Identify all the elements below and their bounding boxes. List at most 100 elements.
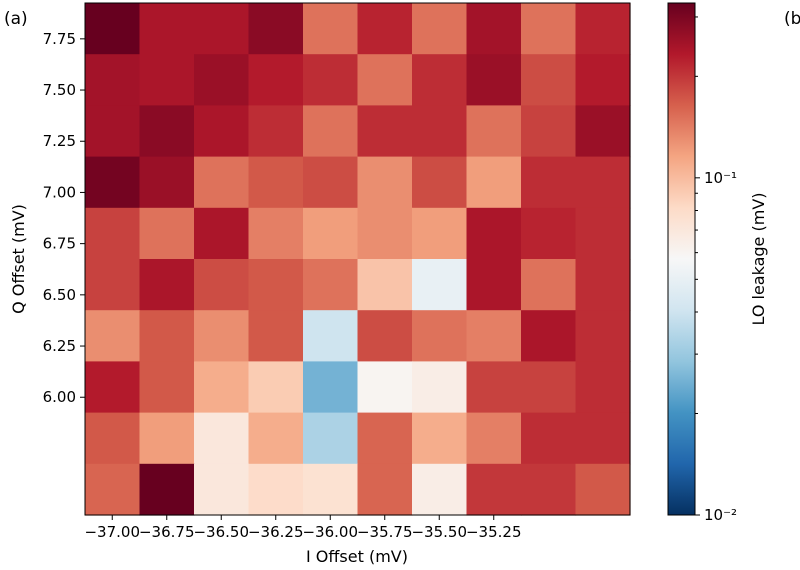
heatmap-cell: [357, 310, 413, 362]
x-tick-label: −35.25: [466, 523, 522, 541]
heatmap-cell: [412, 3, 468, 55]
heatmap-cell: [194, 259, 250, 311]
plot-frame: [84, 2, 631, 516]
heatmap-cell: [303, 156, 359, 209]
heatmap-cell: [194, 105, 250, 158]
heatmap-cell: [303, 361, 359, 414]
colorbar-tick-label: 10⁻¹: [704, 169, 737, 187]
heatmap-cell: [575, 105, 631, 158]
y-tick-label: 7.25: [43, 132, 76, 150]
heatmap-cell: [194, 156, 250, 209]
heatmap-cell: [575, 412, 631, 465]
x-axis-label: I Offset (mV): [306, 547, 408, 566]
heatmap-cell: [194, 463, 250, 516]
panel-label-b: (b: [784, 9, 800, 29]
heatmap-cell: [194, 412, 250, 465]
heatmap-cell: [139, 156, 195, 209]
heatmap-cell: [412, 463, 468, 516]
colorbar: [667, 2, 696, 516]
heatmap-cell: [139, 105, 195, 158]
heatmap-cell: [575, 361, 631, 414]
heatmap-cell: [357, 54, 413, 106]
heatmap-cell: [194, 3, 250, 55]
heatmap-cell: [575, 3, 631, 55]
heatmap-cell: [357, 412, 413, 465]
heatmap-cell: [357, 207, 413, 260]
heatmap-cell: [412, 105, 468, 158]
y-axis-label: Q Offset (mV): [9, 204, 28, 314]
heatmap-cell: [575, 156, 631, 209]
colorbar-label: LO leakage (mV): [749, 192, 768, 325]
heatmap-cell: [303, 259, 359, 311]
heatmap-cell: [139, 3, 195, 55]
heatmap-cell: [139, 361, 195, 414]
y-tick-label: 7.00: [43, 183, 76, 201]
x-tick-label: −35.50: [411, 523, 467, 541]
heatmap-cell: [85, 259, 141, 311]
heatmap-cell: [85, 361, 141, 414]
heatmap-cell: [85, 207, 141, 260]
heatmap-cell: [412, 259, 468, 311]
heatmap-cell: [521, 156, 577, 209]
heatmap-cell: [466, 207, 522, 260]
y-tick-label: 7.75: [43, 30, 76, 48]
heatmap-cell: [521, 259, 577, 311]
heatmap-cell: [466, 259, 522, 311]
heatmap-cell: [466, 463, 522, 516]
heatmap-cell: [303, 463, 359, 516]
heatmap-cell: [521, 3, 577, 55]
heatmap-cell: [85, 463, 141, 516]
heatmap-cell: [85, 310, 141, 362]
heatmap-cell: [412, 207, 468, 260]
heatmap-cell: [303, 54, 359, 106]
heatmap-cell: [85, 412, 141, 465]
heatmap-cell: [85, 54, 141, 106]
colorbar-tick-label: 10⁻²: [704, 506, 737, 524]
heatmap-cell: [575, 463, 631, 516]
y-tick-label: 6.50: [43, 286, 76, 304]
heatmap-cell: [248, 3, 304, 55]
heatmap-cell: [248, 310, 304, 362]
heatmap-cell: [412, 412, 468, 465]
heatmap-cell: [521, 361, 577, 414]
heatmap-cell: [412, 361, 468, 414]
heatmap-cell: [248, 412, 304, 465]
heatmap-cell: [357, 463, 413, 516]
heatmap-cell: [248, 259, 304, 311]
heatmap-cell: [194, 310, 250, 362]
x-tick-label: −36.25: [248, 523, 304, 541]
heatmap-cell: [466, 3, 522, 55]
heatmap-cell: [139, 310, 195, 362]
heatmap-cell: [303, 310, 359, 362]
heatmap-cell: [139, 463, 195, 516]
heatmap-cell: [521, 412, 577, 465]
heatmap-cell: [521, 463, 577, 516]
heatmap-cell: [248, 54, 304, 106]
heatmap-cell: [248, 207, 304, 260]
heatmap-cell: [139, 259, 195, 311]
heatmap-cell: [466, 54, 522, 106]
heatmap-cell: [412, 310, 468, 362]
colorbar-ticks: 10⁻¹ 10⁻²: [695, 16, 737, 524]
x-tick-label: −35.75: [357, 523, 413, 541]
heatmap-cell: [466, 412, 522, 465]
heatmap-cell: [575, 259, 631, 311]
heatmap-cell: [248, 156, 304, 209]
heatmap-cell: [194, 54, 250, 106]
heatmap-cell: [194, 361, 250, 414]
heatmap-cell: [303, 3, 359, 55]
heatmap-cell: [194, 207, 250, 260]
heatmap-cell: [303, 105, 359, 158]
y-tick-label: 6.25: [43, 337, 76, 355]
y-tick-label: 7.50: [43, 81, 76, 99]
heatmap-cell: [575, 310, 631, 362]
x-tick-label: −36.75: [139, 523, 195, 541]
heatmap-cell: [521, 54, 577, 106]
heatmap-cell: [139, 54, 195, 106]
y-axis-ticks: 7.75 7.50 7.25 7.00 6.75 6.50 6.25 6.00: [43, 30, 85, 406]
heatmap-cell: [357, 259, 413, 311]
heatmap-cell: [466, 105, 522, 158]
y-tick-label: 6.75: [43, 235, 76, 253]
heatmap-cell: [85, 3, 141, 55]
